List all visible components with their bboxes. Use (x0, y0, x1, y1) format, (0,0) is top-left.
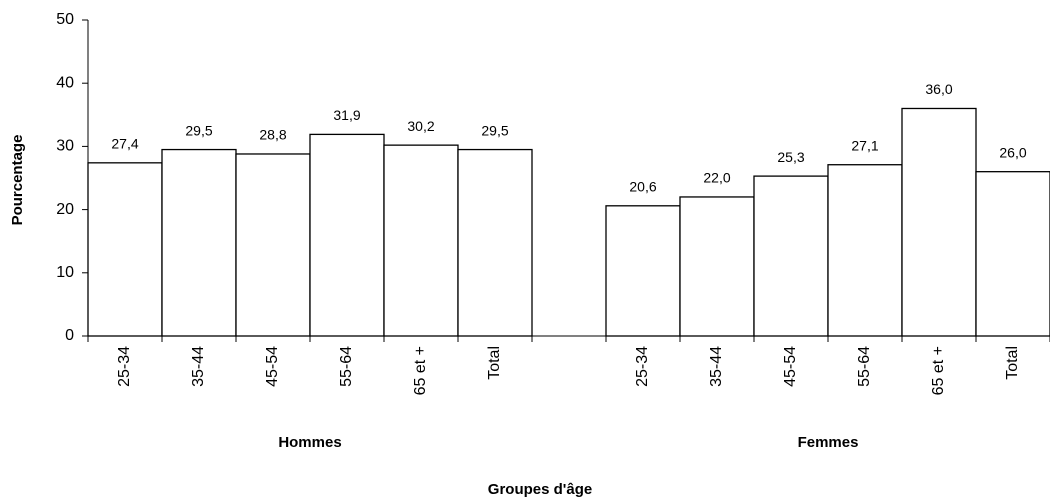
y-tick-label: 10 (56, 264, 74, 281)
value-label: 29,5 (185, 122, 212, 138)
bar (605, 205, 681, 337)
value-label: 26,0 (999, 144, 1026, 160)
x-axis-title: Groupes d'âge (488, 481, 592, 498)
bar (827, 164, 903, 337)
y-tick-label: 50 (56, 11, 74, 28)
bar (383, 144, 459, 337)
x-tick-label: 55-64 (856, 346, 873, 387)
group-label: Femmes (798, 434, 859, 451)
bar (679, 196, 755, 337)
value-label: 27,4 (111, 136, 138, 152)
x-tick-label: 35-44 (708, 346, 725, 387)
y-tick-label: 20 (56, 201, 74, 218)
x-tick-label: 45-54 (264, 346, 281, 387)
x-tick-label: Total (1004, 346, 1021, 380)
bar (161, 148, 237, 337)
x-tick-label: 35-44 (190, 346, 207, 387)
y-tick-label: 0 (65, 327, 74, 344)
x-tick-label: Total (486, 346, 503, 380)
bar (309, 133, 385, 337)
bar (235, 153, 311, 337)
bar (901, 107, 977, 337)
value-label: 29,5 (481, 122, 508, 138)
value-label: 27,1 (851, 137, 878, 153)
value-label: 31,9 (333, 107, 360, 123)
value-label: 22,0 (703, 170, 730, 186)
x-tick-label: 45-54 (782, 346, 799, 387)
y-tick-label: 40 (56, 74, 74, 91)
bar (975, 171, 1050, 337)
x-tick-label: 65 et + (412, 346, 429, 395)
x-tick-label: 25-34 (634, 346, 651, 387)
bar (753, 175, 829, 337)
x-tick-label: 55-64 (338, 346, 355, 387)
value-label: 20,6 (629, 179, 656, 195)
x-tick-label: 25-34 (116, 346, 133, 387)
value-label: 30,2 (407, 118, 434, 134)
bar (457, 148, 533, 337)
y-tick-label: 30 (56, 138, 74, 155)
y-axis-title: Pourcentage (9, 135, 26, 226)
value-label: 28,8 (259, 127, 286, 143)
x-tick-label: 65 et + (930, 346, 947, 395)
value-label: 25,3 (777, 149, 804, 165)
bar (87, 162, 163, 337)
group-label: Hommes (278, 434, 341, 451)
value-label: 36,0 (925, 81, 952, 97)
